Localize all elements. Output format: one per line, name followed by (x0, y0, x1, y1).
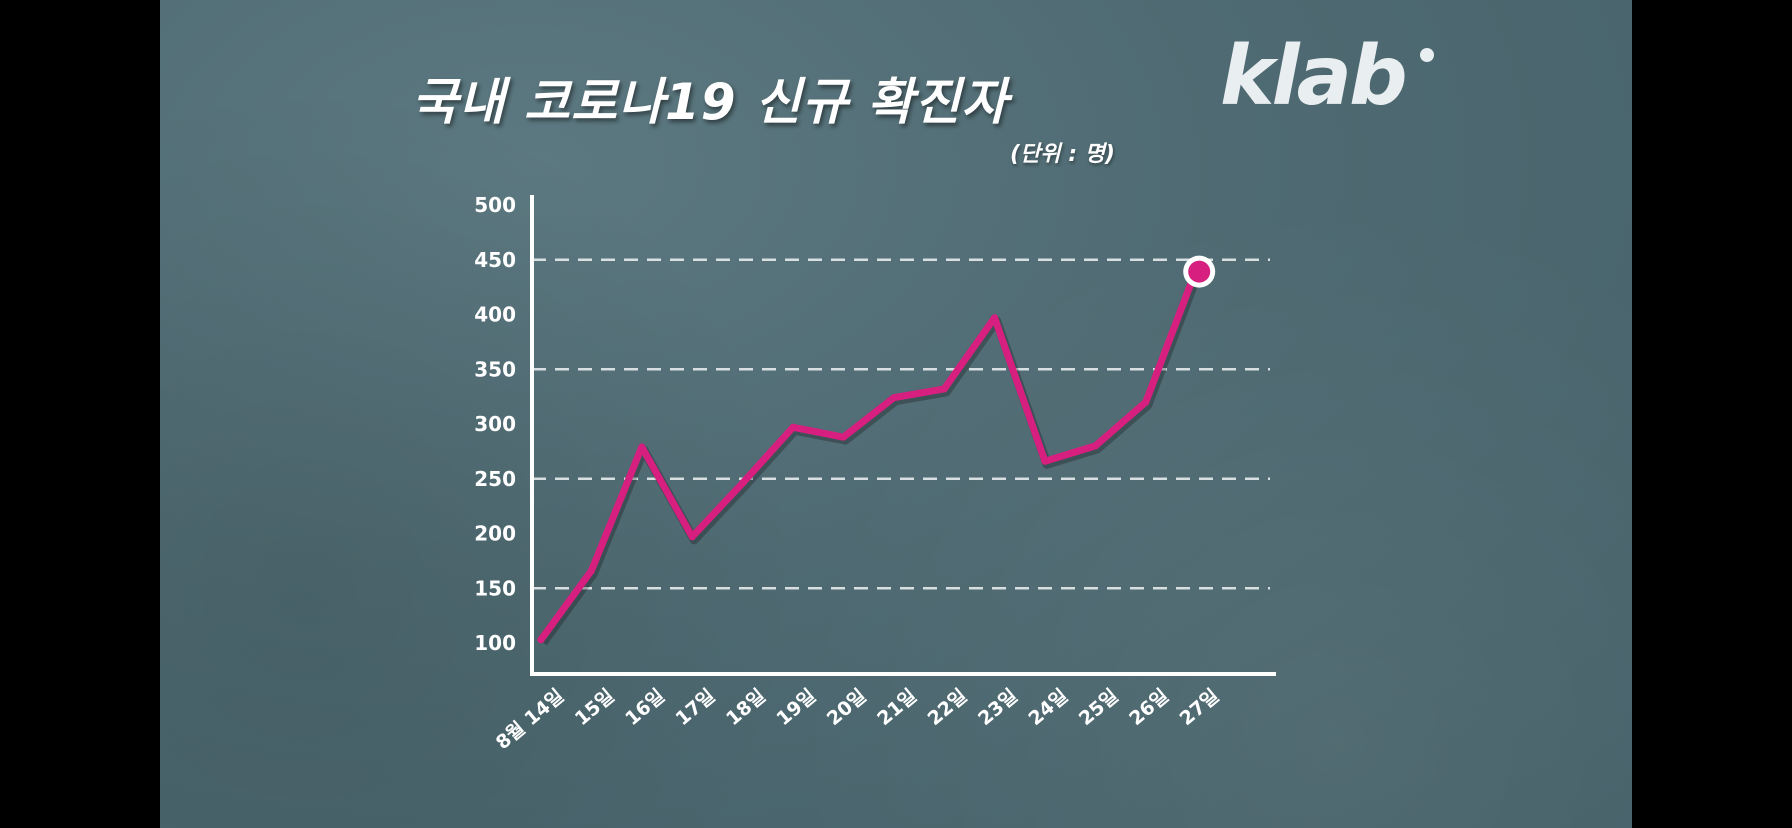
x-tick-label: 22일 (924, 685, 972, 730)
x-tick-label: 24일 (1024, 685, 1072, 730)
x-tick-label: 15일 (571, 685, 619, 730)
data-point (1142, 398, 1150, 406)
data-point (839, 433, 847, 441)
x-tick-label: 27일 (1176, 685, 1224, 730)
logo-dot-icon (1420, 48, 1434, 62)
chart-title: 국내 코로나19 신규 확진자 (411, 73, 1009, 131)
y-tick-label: 100 (474, 631, 516, 655)
data-point (890, 394, 898, 402)
series-line (537, 266, 1200, 644)
y-tick-label: 200 (474, 522, 516, 546)
highlight-point (1188, 260, 1211, 283)
x-tick-label: 21일 (873, 685, 921, 730)
data-point (940, 385, 948, 393)
data-point (688, 533, 696, 541)
x-tick-label: 8월 14일 (492, 685, 568, 754)
x-tick-label: 23일 (974, 685, 1022, 730)
y-tick-label: 350 (474, 357, 516, 381)
video-frame (160, 0, 1632, 828)
data-point (1091, 442, 1099, 450)
data-point (991, 314, 999, 322)
x-tick-label: 26일 (1125, 685, 1173, 730)
data-point (587, 567, 595, 575)
series-line-shadow (539, 271, 1203, 646)
x-tick-label: 20일 (823, 685, 871, 730)
y-tick-label: 150 (474, 576, 516, 600)
data-point (739, 479, 747, 487)
y-tick-label: 250 (474, 467, 516, 491)
x-tick-label: 19일 (772, 685, 820, 730)
data-point (1041, 457, 1049, 465)
y-tick-label: 450 (474, 248, 516, 272)
data-point (537, 636, 545, 644)
klab-logo: klab (1220, 29, 1408, 124)
background-texture (160, 0, 1632, 828)
y-tick-label: 500 (474, 193, 516, 217)
x-tick-label: 17일 (672, 685, 720, 730)
unit-label: (단위 : 명) (1010, 142, 1115, 167)
y-tick-label: 300 (474, 412, 516, 436)
data-point (789, 423, 797, 431)
y-tick-label: 400 (474, 303, 516, 327)
x-tick-label: 18일 (722, 685, 770, 730)
data-point (638, 443, 646, 451)
x-tick-label: 16일 (621, 685, 669, 730)
x-tick-label: 25일 (1075, 685, 1123, 730)
